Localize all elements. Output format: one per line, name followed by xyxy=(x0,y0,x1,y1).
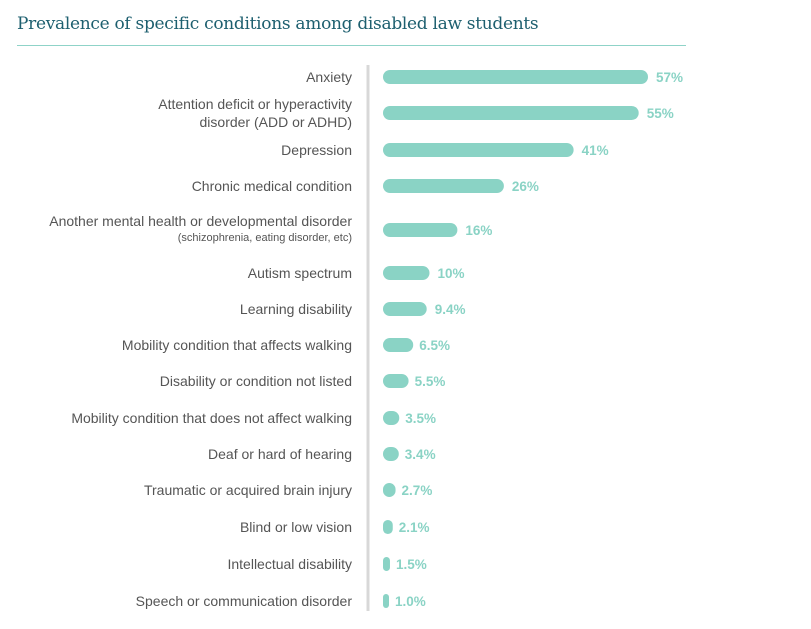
chart-title: Prevalence of specific conditions among … xyxy=(17,14,539,34)
value-label: 55% xyxy=(647,106,674,121)
value-label: 9.4% xyxy=(435,302,466,317)
category-label: Traumatic or acquired brain injury xyxy=(144,482,352,498)
value-label: 26% xyxy=(512,179,539,194)
value-label: 2.1% xyxy=(399,520,430,535)
category-label: Mobility condition that does not affect … xyxy=(71,410,352,426)
bar xyxy=(383,520,393,534)
bar xyxy=(383,557,390,571)
category-label: Attention deficit or hyperactivity xyxy=(158,96,352,112)
bar xyxy=(383,266,430,280)
category-label: Autism spectrum xyxy=(248,265,352,281)
value-label: 1.5% xyxy=(396,557,427,572)
value-label: 5.5% xyxy=(415,374,446,389)
category-label: Another mental health or developmental d… xyxy=(49,213,352,229)
category-label: Mobility condition that affects walking xyxy=(122,337,352,353)
value-label: 3.4% xyxy=(405,447,436,462)
category-label: Chronic medical condition xyxy=(192,178,352,194)
value-label: 57% xyxy=(656,70,683,85)
bar xyxy=(383,179,504,193)
category-label: Speech or communication disorder xyxy=(136,593,353,609)
category-label: Intellectual disability xyxy=(227,556,352,572)
bar xyxy=(383,338,414,352)
category-sublabel: (schizophrenia, eating disorder, etc) xyxy=(178,232,352,244)
title-divider xyxy=(17,45,686,46)
category-label: Learning disability xyxy=(240,301,352,317)
category-label: Disability or condition not listed xyxy=(160,373,352,389)
bar xyxy=(383,143,574,157)
category-label: Anxiety xyxy=(306,69,352,85)
bar xyxy=(383,70,648,84)
value-label: 1.0% xyxy=(395,594,426,609)
bar xyxy=(383,106,639,120)
bar xyxy=(383,447,399,461)
value-label: 6.5% xyxy=(419,338,450,353)
bar xyxy=(383,374,409,388)
bar xyxy=(383,411,400,425)
value-label: 10% xyxy=(437,266,464,281)
bar xyxy=(383,302,427,316)
value-label: 3.5% xyxy=(405,411,436,426)
value-label: 2.7% xyxy=(402,483,433,498)
category-label-line2: disorder (ADD or ADHD) xyxy=(200,114,352,130)
category-label: Blind or low vision xyxy=(240,519,352,535)
bar xyxy=(383,483,396,497)
category-label: Depression xyxy=(281,142,352,158)
category-label: Deaf or hard of hearing xyxy=(208,446,352,462)
value-label: 41% xyxy=(582,143,609,158)
bar xyxy=(383,223,458,237)
bar xyxy=(383,594,389,608)
value-label: 16% xyxy=(465,223,492,238)
